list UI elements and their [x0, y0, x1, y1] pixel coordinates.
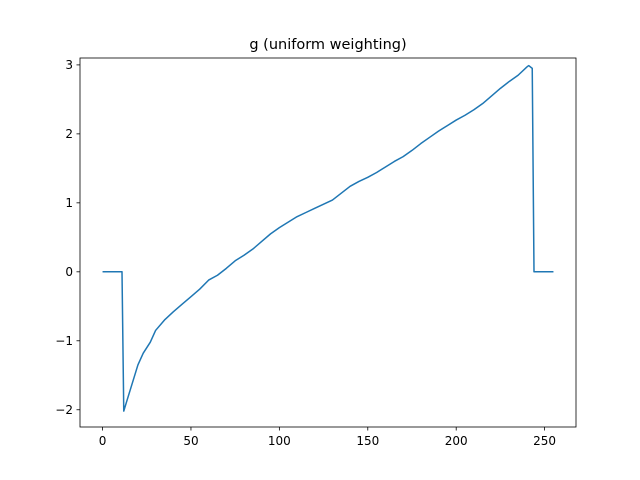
- y-tick-label: −1: [55, 334, 73, 348]
- x-tick-label: 150: [356, 434, 379, 448]
- plot-area-frame: [79, 57, 577, 428]
- y-axis: −2 −1 0 1 2 3: [55, 58, 80, 417]
- x-tick-label: 100: [268, 434, 291, 448]
- y-tick-label: 3: [65, 58, 73, 72]
- x-axis: 0 50 100 150 200 250: [99, 427, 556, 448]
- y-tick-label: 2: [65, 127, 73, 141]
- x-tick-label: 250: [533, 434, 556, 448]
- y-tick-label: 0: [65, 265, 73, 279]
- series-line: [102, 64, 554, 412]
- chart-title: g (uniform weighting): [249, 37, 406, 53]
- y-tick-label: 1: [65, 196, 73, 210]
- x-tick-label: 50: [183, 434, 198, 448]
- x-tick-label: 0: [99, 434, 107, 448]
- y-tick-label: −2: [55, 403, 73, 417]
- x-tick-label: 200: [445, 434, 468, 448]
